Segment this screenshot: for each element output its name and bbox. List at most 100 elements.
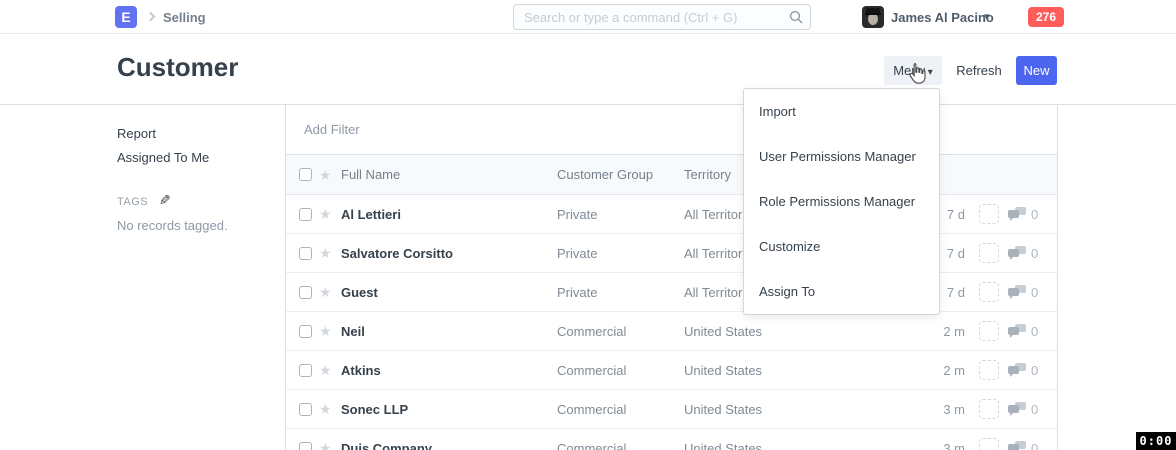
app-logo[interactable]: E: [115, 6, 137, 28]
comment-icon: [1008, 362, 1027, 378]
breadcrumb[interactable]: Selling: [163, 10, 206, 25]
list-header-row: ★ Full Name Customer Group Territory: [286, 155, 1057, 195]
menu-item-import[interactable]: Import: [759, 104, 796, 119]
menu-dropdown: Import User Permissions Manager Role Per…: [743, 88, 940, 315]
assign-placeholder[interactable]: [979, 360, 999, 380]
customer-name[interactable]: Salvatore Corsitto: [341, 245, 453, 261]
table-row[interactable]: ★ Duis Company Commercial United States …: [286, 429, 1057, 450]
customer-group: Private: [557, 284, 598, 300]
avatar[interactable]: [862, 6, 884, 28]
menu-item-assign-to[interactable]: Assign To: [759, 284, 816, 299]
assign-placeholder[interactable]: [979, 204, 999, 224]
customer-territory: United States: [684, 362, 763, 378]
modified-time: 2 m: [943, 362, 965, 378]
tags-label: TAGS: [117, 196, 149, 208]
table-row[interactable]: ★ Salvatore Corsitto Private All Territo…: [286, 234, 1057, 273]
modified-time: 3 m: [943, 401, 965, 417]
star-icon[interactable]: ★: [319, 206, 332, 222]
edit-tags-icon[interactable]: ✎: [158, 192, 171, 208]
customer-name[interactable]: Atkins: [341, 362, 381, 378]
comment-count: 0: [1031, 362, 1039, 378]
chevron-down-icon: ▾: [927, 67, 933, 78]
row-checkbox[interactable]: [299, 207, 312, 221]
table-row[interactable]: ★ Al Lettieri Private All Territories 7 …: [286, 195, 1057, 234]
customer-group: Commercial: [557, 440, 627, 450]
comment-count: 0: [1031, 206, 1039, 222]
user-caret-icon[interactable]: ▾: [984, 11, 990, 23]
star-icon[interactable]: ★: [319, 401, 332, 417]
list-sidebar: Report Assigned To Me TAGS ✎ No records …: [117, 122, 267, 233]
customer-group: Private: [557, 245, 598, 261]
assign-placeholder[interactable]: [979, 282, 999, 302]
menu-item-user-permissions-manager[interactable]: User Permissions Manager: [759, 149, 916, 164]
tags-empty-text: No records tagged.: [117, 218, 228, 233]
assign-placeholder[interactable]: [979, 399, 999, 419]
star-icon[interactable]: ★: [319, 440, 332, 450]
modified-time: 7 d: [946, 245, 965, 261]
search-icon: [789, 10, 803, 24]
modified-time: 3 m: [943, 440, 965, 450]
search-input[interactable]: [513, 4, 811, 30]
list-rows: ★ Al Lettieri Private All Territories 7 …: [286, 195, 1057, 450]
add-filter-button[interactable]: Add Filter: [304, 122, 360, 137]
sidebar-item-assigned-to-me[interactable]: Assigned To Me: [117, 150, 210, 165]
table-row[interactable]: ★ Neil Commercial United States 2 m 0: [286, 312, 1057, 351]
star-icon[interactable]: ★: [319, 323, 332, 339]
modified-time: 7 d: [946, 284, 965, 300]
star-icon[interactable]: ★: [319, 362, 332, 378]
assign-placeholder[interactable]: [979, 321, 999, 341]
customer-group: Commercial: [557, 362, 627, 378]
row-checkbox[interactable]: [299, 324, 312, 338]
table-row[interactable]: ★ Atkins Commercial United States 2 m 0: [286, 351, 1057, 390]
row-checkbox[interactable]: [299, 363, 312, 377]
row-checkbox[interactable]: [299, 246, 312, 260]
assign-placeholder[interactable]: [979, 243, 999, 263]
customer-list: Add Filter ★ Full Name Customer Group Te…: [285, 105, 1058, 450]
table-row[interactable]: ★ Sonec LLP Commercial United States 3 m…: [286, 390, 1057, 429]
customer-name[interactable]: Sonec LLP: [341, 401, 409, 417]
customer-name[interactable]: Al Lettieri: [341, 206, 401, 222]
comment-icon: [1008, 245, 1027, 261]
customer-territory: All Territories: [684, 206, 759, 222]
filter-area: Add Filter: [286, 105, 1057, 155]
column-customer-group: Customer Group: [557, 167, 654, 182]
customer-territory: United States: [684, 401, 763, 417]
comment-count: 0: [1031, 284, 1039, 300]
customer-territory: United States: [684, 440, 763, 450]
select-all-checkbox[interactable]: [299, 168, 312, 181]
row-checkbox[interactable]: [299, 441, 312, 450]
page-title: Customer: [117, 52, 239, 82]
row-checkbox[interactable]: [299, 285, 312, 299]
comment-icon: [1008, 206, 1027, 222]
menu-button[interactable]: Menu ▾: [884, 56, 942, 85]
comment-count: 0: [1031, 323, 1039, 339]
star-icon[interactable]: ★: [319, 245, 332, 261]
customer-name[interactable]: Neil: [341, 323, 365, 339]
customer-group: Commercial: [557, 323, 627, 339]
menu-item-customize[interactable]: Customize: [759, 239, 821, 254]
customer-name[interactable]: Duis Company: [341, 440, 433, 450]
refresh-button[interactable]: Refresh: [951, 56, 1007, 85]
sidebar-item-report[interactable]: Report: [117, 126, 157, 141]
assign-placeholder[interactable]: [979, 438, 999, 450]
customer-territory: All Territories: [684, 245, 759, 261]
customer-territory: United States: [684, 323, 763, 339]
table-row[interactable]: ★ Guest Private All Territories 7 d 0: [286, 273, 1057, 312]
customer-name[interactable]: Guest: [341, 284, 378, 300]
comment-count: 0: [1031, 401, 1039, 417]
new-button[interactable]: New: [1016, 56, 1057, 85]
row-checkbox[interactable]: [299, 402, 312, 416]
notification-badge[interactable]: 276: [1028, 7, 1065, 27]
column-full-name: Full Name: [341, 167, 401, 182]
customer-group: Private: [557, 206, 598, 222]
star-icon[interactable]: ★: [319, 284, 332, 300]
menu-item-role-permissions-manager[interactable]: Role Permissions Manager: [759, 194, 916, 209]
comment-count: 0: [1031, 440, 1039, 450]
comment-icon: [1008, 323, 1027, 339]
star-icon: ★: [319, 166, 332, 183]
page-header: Customer Menu ▾ Refresh New: [0, 34, 1176, 105]
modified-time: 2 m: [943, 323, 965, 339]
global-search: [513, 4, 811, 30]
user-menu[interactable]: James Al Pacino: [891, 10, 994, 25]
